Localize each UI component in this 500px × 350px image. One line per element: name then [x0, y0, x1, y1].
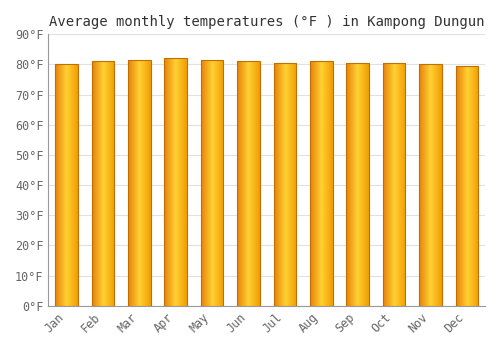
Bar	[346, 63, 369, 306]
Bar	[237, 62, 260, 306]
Bar	[310, 62, 332, 306]
Bar	[164, 58, 187, 306]
Bar	[92, 62, 114, 306]
Bar	[383, 63, 406, 306]
Bar	[201, 60, 224, 306]
Bar	[419, 64, 442, 306]
Title: Average monthly temperatures (°F ) in Kampong Dungun: Average monthly temperatures (°F ) in Ka…	[49, 15, 484, 29]
Bar	[56, 64, 78, 306]
Bar	[274, 63, 296, 306]
Bar	[128, 60, 150, 306]
Bar	[456, 66, 478, 306]
